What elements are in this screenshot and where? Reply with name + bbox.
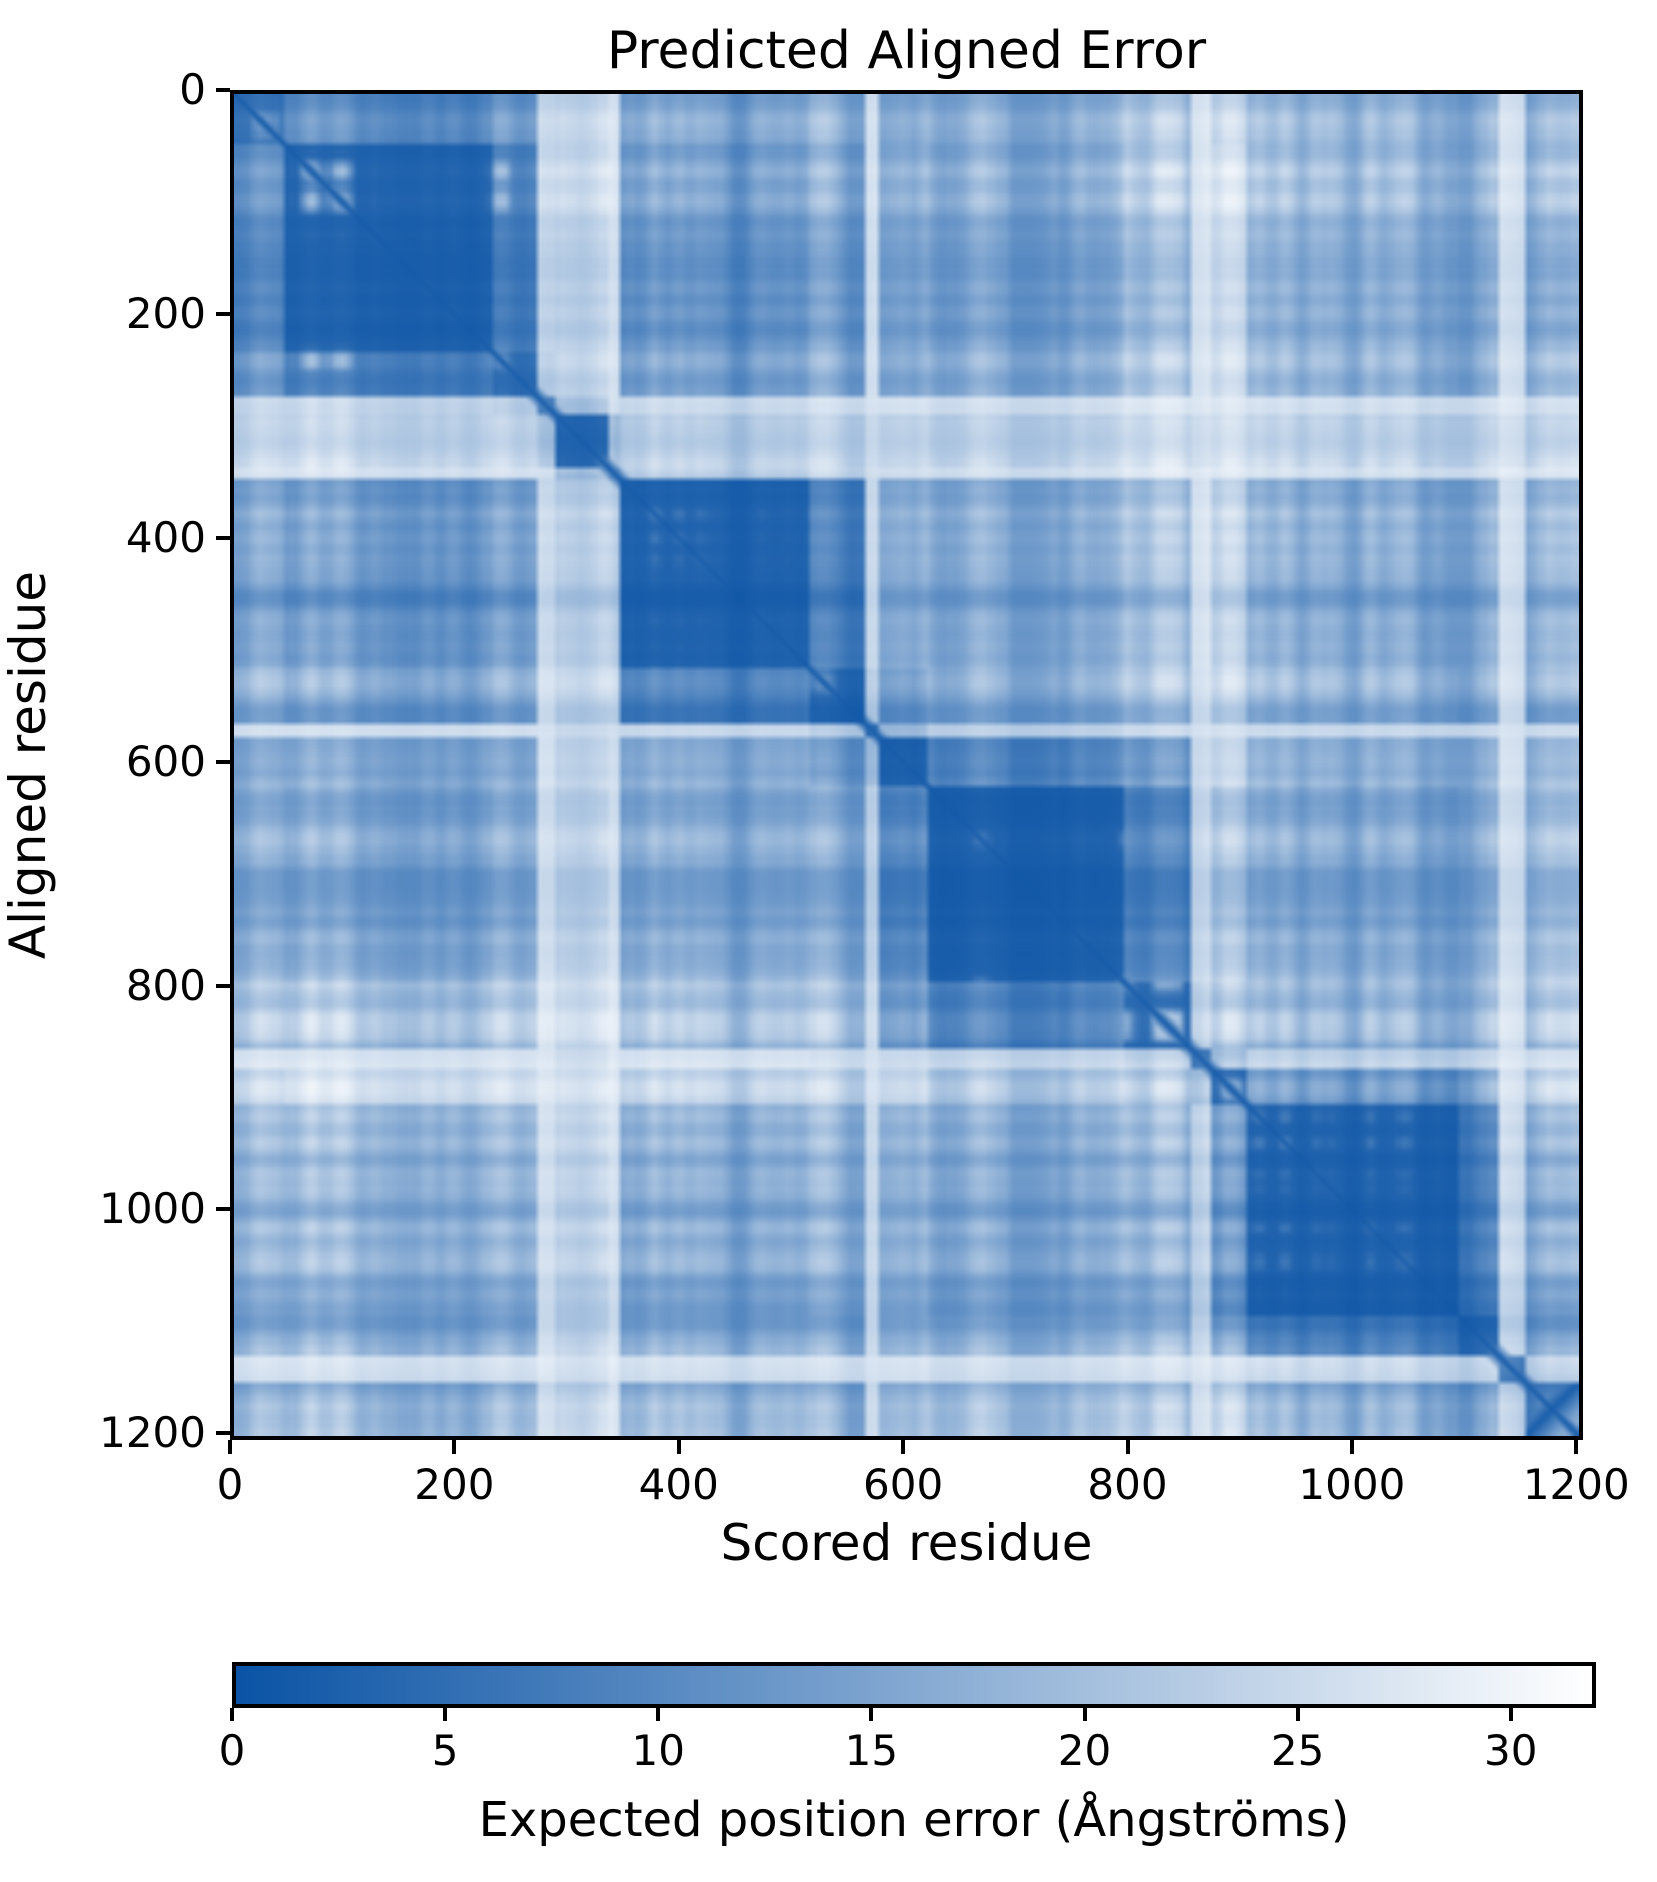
x-tick-mark — [1349, 1440, 1354, 1454]
colorbar-tick-mark — [1295, 1708, 1300, 1721]
y-tick-label: 800 — [125, 960, 206, 1010]
colorbar-tick-mark — [230, 1708, 234, 1721]
cb-tick-label: 20 — [1057, 1726, 1112, 1775]
y-tick-label: 600 — [125, 736, 206, 786]
y-tick-mark — [216, 1207, 230, 1212]
x-axis-label: Scored residue — [720, 1514, 1093, 1572]
y-tick-mark — [216, 535, 230, 540]
cb-tick-label: 25 — [1270, 1726, 1325, 1775]
y-tick-mark — [216, 88, 230, 92]
colorbar-tick-mark — [1082, 1708, 1087, 1721]
pae-heatmap-canvas — [234, 94, 1579, 1436]
heatmap-plot-area — [230, 90, 1583, 1440]
x-tick-label: 1000 — [1298, 1460, 1406, 1509]
x-tick-mark — [452, 1440, 457, 1454]
x-tick-mark — [676, 1440, 681, 1454]
colorbar-label: Expected position error (Ångströms) — [478, 1792, 1350, 1848]
x-tick-mark — [1574, 1440, 1579, 1454]
x-tick-mark — [1125, 1440, 1130, 1454]
x-tick-label: 0 — [216, 1460, 244, 1509]
y-tick-label: 1200 — [99, 1408, 206, 1458]
y-axis-label: Aligned residue — [0, 570, 57, 960]
y-tick-mark — [216, 311, 230, 316]
x-tick-label: 200 — [414, 1460, 495, 1509]
x-tick-mark — [901, 1440, 906, 1454]
x-tick-label: 800 — [1087, 1460, 1168, 1509]
colorbar-tick-mark — [1508, 1708, 1513, 1721]
x-tick-label: 1200 — [1522, 1460, 1630, 1509]
colorbar — [232, 1662, 1596, 1708]
cb-tick-label: 0 — [218, 1726, 246, 1775]
x-tick-label: 400 — [638, 1460, 719, 1509]
colorbar-tick-mark — [443, 1708, 448, 1721]
y-tick-mark — [216, 759, 230, 764]
colorbar-gradient — [236, 1666, 1592, 1704]
y-tick-label: 400 — [125, 512, 206, 562]
cb-tick-label: 30 — [1484, 1726, 1538, 1775]
x-tick-label: 600 — [863, 1460, 944, 1509]
cb-tick-label: 10 — [631, 1726, 685, 1775]
cb-tick-label: 15 — [844, 1726, 899, 1775]
y-tick-mark — [216, 983, 230, 988]
y-tick-label: 1000 — [99, 1184, 206, 1234]
y-tick-mark — [216, 1431, 230, 1436]
y-tick-label: 0 — [179, 65, 206, 114]
cb-tick-label: 5 — [431, 1726, 459, 1775]
y-tick-label: 200 — [125, 288, 206, 338]
chart-title: Predicted Aligned Error — [606, 21, 1207, 81]
colorbar-tick-mark — [869, 1708, 874, 1721]
colorbar-tick-mark — [656, 1708, 661, 1721]
x-tick-mark — [228, 1440, 232, 1454]
